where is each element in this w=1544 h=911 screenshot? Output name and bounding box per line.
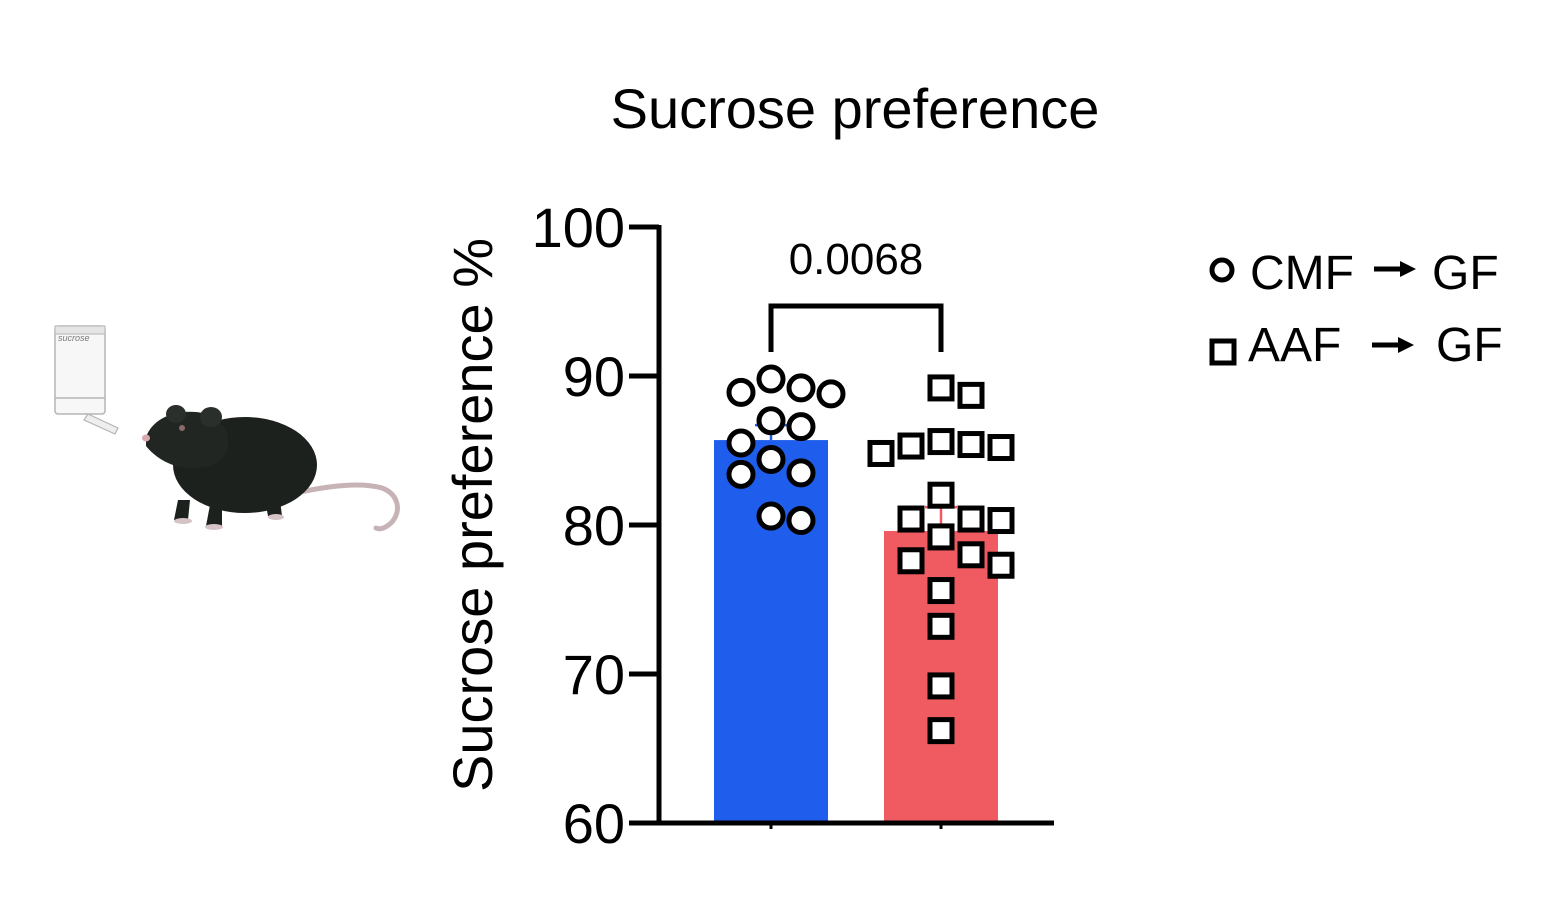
data-point — [867, 439, 895, 467]
data-point — [756, 364, 786, 394]
bar-cmf-gf — [714, 440, 828, 823]
y-tick-label: 60 — [563, 792, 625, 855]
legend-marker-square — [1209, 338, 1237, 366]
arrow-right-icon — [1374, 261, 1416, 277]
legend-label-cmf: CMF — [1250, 247, 1354, 300]
legend-marker-circle — [1209, 257, 1235, 283]
legend-label-gf: GF — [1432, 247, 1499, 300]
significance-bracket — [768, 303, 944, 352]
y-tick-label: 80 — [563, 494, 625, 557]
data-point — [897, 432, 925, 460]
data-point — [756, 501, 786, 531]
points-cmf-gf — [726, 364, 846, 536]
legend-label-gf: GF — [1436, 319, 1503, 372]
data-point — [726, 428, 756, 458]
data-point — [957, 505, 985, 533]
data-point — [897, 547, 925, 575]
data-point — [927, 523, 955, 551]
y-tick-label: 100 — [532, 196, 625, 259]
data-point — [756, 444, 786, 474]
points-aaf-gf — [867, 374, 1015, 745]
data-point — [786, 373, 816, 403]
sucrose-bottle-icon: sucrose — [54, 325, 119, 435]
data-point — [897, 505, 925, 533]
y-tick-label: 70 — [563, 643, 625, 706]
legend-item-aaf-gf: AAF GF — [1209, 319, 1503, 372]
data-point — [927, 428, 955, 456]
data-point — [927, 612, 955, 640]
data-point — [816, 379, 846, 409]
y-axis-label: Sucrose preference % — [441, 238, 504, 792]
data-point — [987, 507, 1015, 535]
data-point — [756, 406, 786, 436]
data-point — [927, 672, 955, 700]
data-point — [927, 481, 955, 509]
x-axis-ticks — [769, 823, 943, 829]
data-point — [786, 412, 816, 442]
legend-label-aaf: AAF — [1248, 319, 1341, 372]
legend: CMF GF AAF GF — [1209, 247, 1503, 372]
y-axis-ticks: 60 70 80 90 100 — [532, 196, 659, 855]
data-point — [957, 431, 985, 459]
data-point — [957, 541, 985, 569]
data-point — [987, 434, 1015, 462]
p-value-label: 0.0068 — [789, 235, 924, 284]
data-point — [957, 381, 985, 409]
data-point — [726, 459, 756, 489]
data-point — [987, 551, 1015, 579]
data-point — [927, 374, 955, 402]
bottle-label: sucrose — [58, 333, 90, 343]
chart-title: Sucrose preference — [611, 77, 1100, 140]
data-point — [927, 717, 955, 745]
legend-item-cmf-gf: CMF GF — [1209, 247, 1499, 300]
data-point — [786, 458, 816, 488]
data-point — [927, 577, 955, 605]
mouse-with-sucrose-bottle-icon: sucrose — [54, 325, 400, 532]
arrow-right-icon — [1372, 337, 1414, 353]
data-point — [726, 377, 756, 407]
data-point — [786, 506, 816, 536]
mouse-icon — [142, 405, 400, 532]
y-tick-label: 90 — [563, 345, 625, 408]
